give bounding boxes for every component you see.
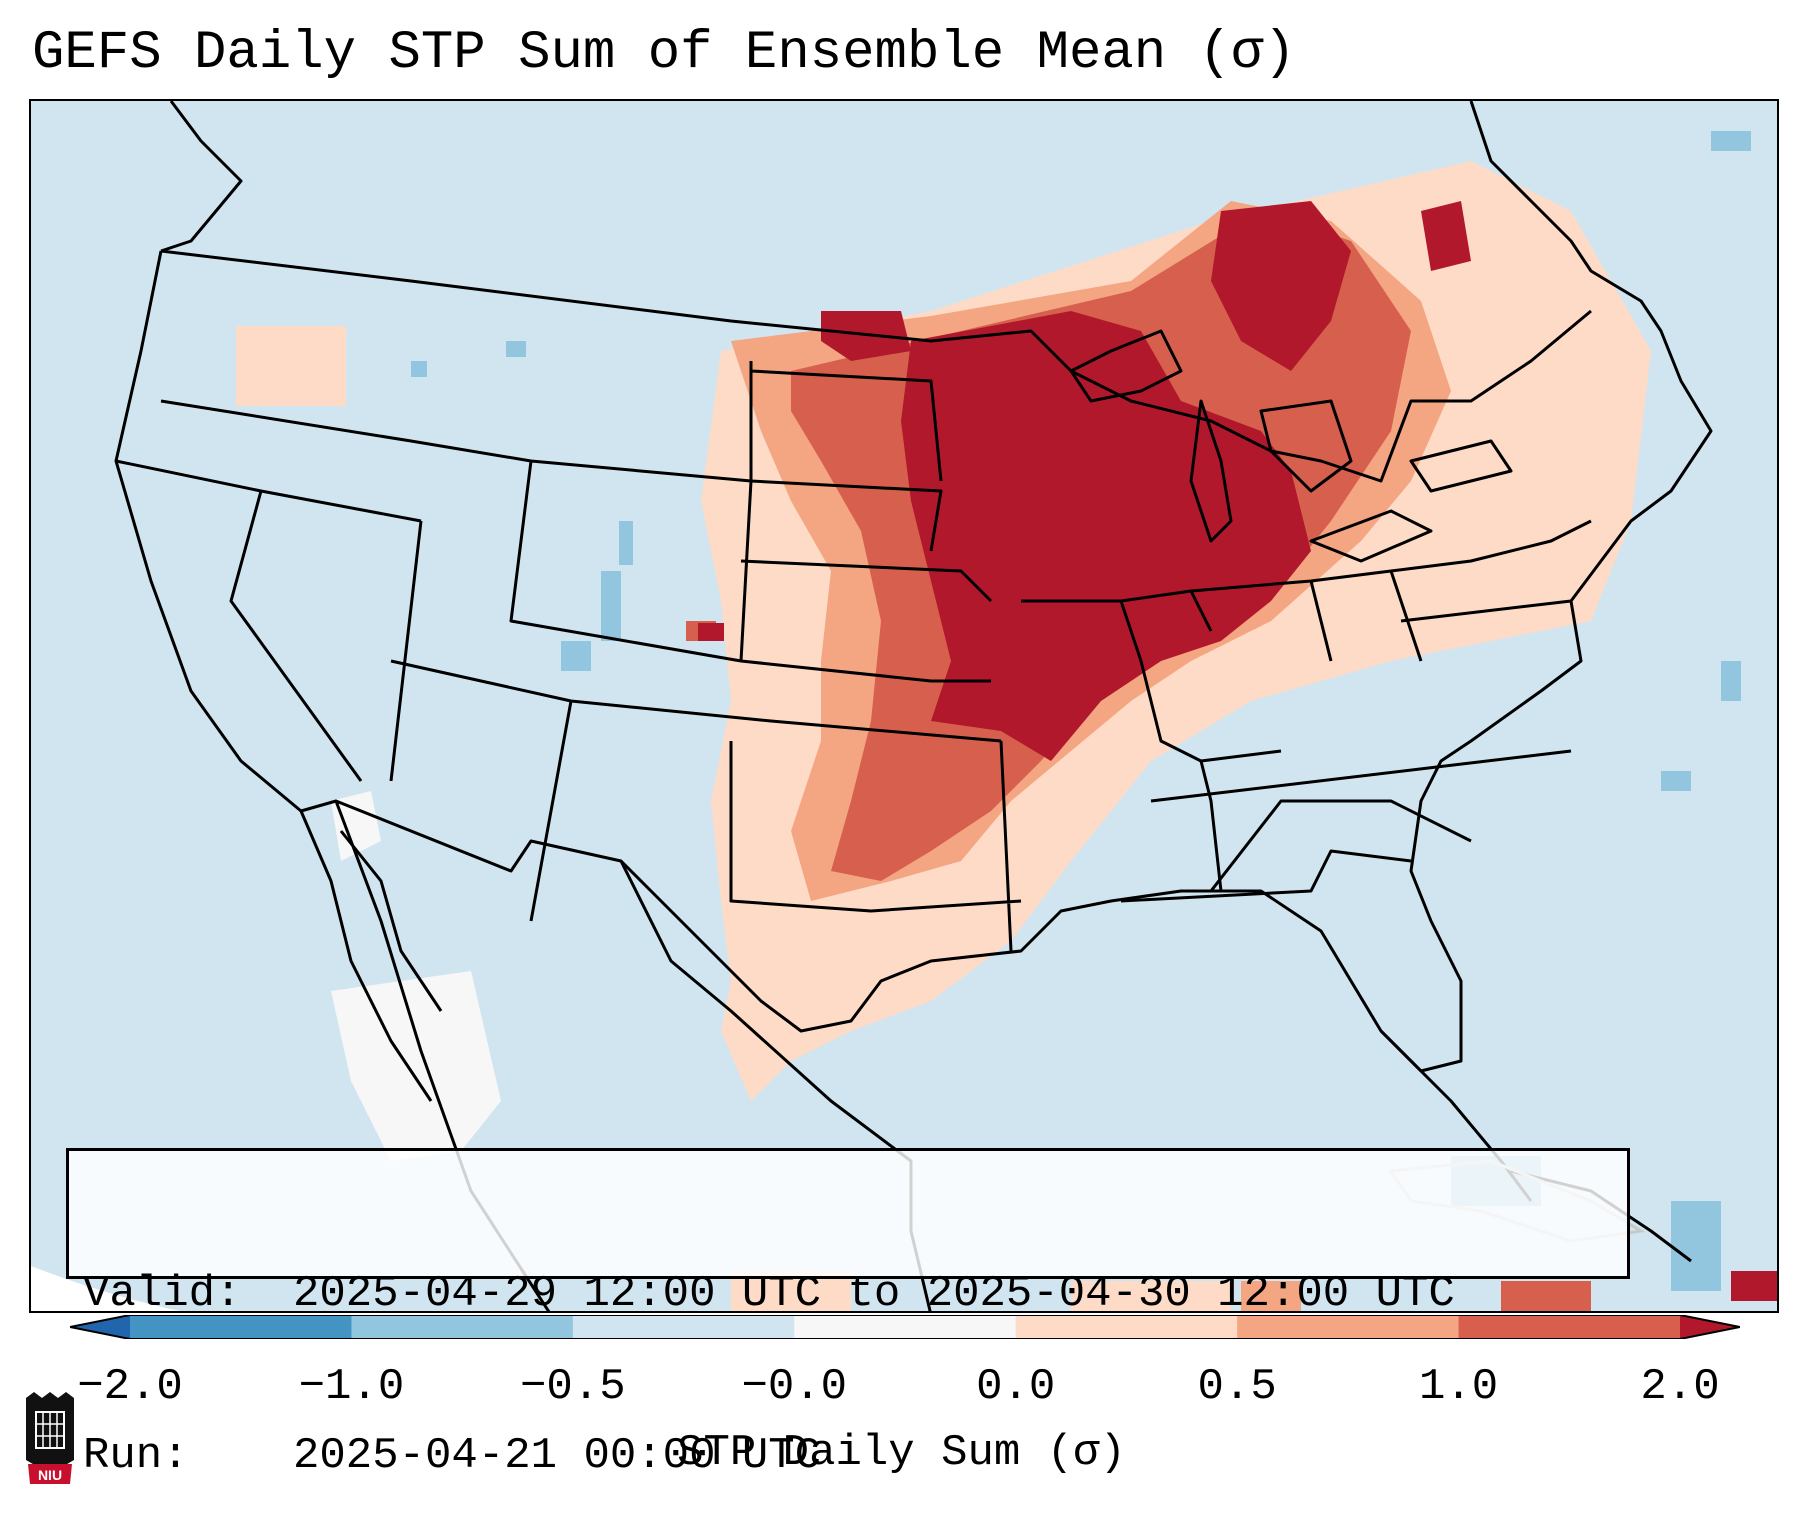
valid-run-info-box: Valid: 2025-04-29 12:00 UTC to 2025-04-3… [66,1148,1630,1481]
stp-map [31,101,1777,1311]
colorbar-segment [351,1315,574,1339]
canada-border [160,249,1592,483]
valid-row: Valid: 2025-04-29 12:00 UTC to 2025-04-3… [83,1267,1627,1321]
colorbar-tick-label: −2.0 [77,1362,183,1412]
run-row: Run: 2025-04-21 00:00 UTC [83,1429,1627,1483]
colorbar-segment [1015,1315,1238,1339]
us-outline [114,101,1713,1311]
colorbar-segment [1237,1315,1460,1339]
colorbar-segment [794,1315,1017,1339]
boundaries [114,101,1713,1311]
colorbar-segment [130,1315,352,1339]
lake-ontario [1409,439,1513,493]
colorbar [70,1315,1740,1339]
run-value: 2025-04-21 00:00 UTC [293,1431,822,1481]
map-boundary-corner [31,1266,181,1311]
field-near-zero [331,791,501,1161]
logo-text: NIU [38,1467,62,1483]
map-panel [29,99,1779,1313]
colorbar-extend-max [1680,1315,1740,1339]
run-label: Run: [83,1431,189,1481]
colorbar-tick-label: −0.5 [520,1362,626,1412]
valid-value: 2025-04-29 12:00 UTC to 2025-04-30 12:00… [293,1269,1455,1319]
colorbar-tick-label: −1.0 [298,1362,405,1412]
baja-coast [299,810,443,1102]
valid-label: Valid: [83,1269,242,1319]
colorbar-tick-label: −0.0 [741,1362,848,1412]
colorbar-segment [572,1315,795,1339]
colorbar-label: STP Daily Sum (σ) [677,1428,1126,1478]
lake-erie [1309,509,1433,563]
colorbar-tick-label: 0.5 [1197,1362,1277,1412]
niu-logo: NIU [26,1392,74,1484]
lake-superior [1069,329,1183,403]
colorbar-extend-min [70,1315,130,1339]
lake-michigan [1189,399,1233,543]
colorbar-segment [1458,1315,1681,1339]
colorbar-tick-label: 0.0 [976,1362,1056,1412]
colorbar-tick-label: 1.0 [1418,1362,1499,1412]
colorbar-tick-label: 2.0 [1640,1362,1720,1412]
lake-huron [1259,399,1353,493]
state-lines [115,361,1592,952]
map-title: GEFS Daily STP Sum of Ensemble Mean (σ) [32,23,1296,84]
